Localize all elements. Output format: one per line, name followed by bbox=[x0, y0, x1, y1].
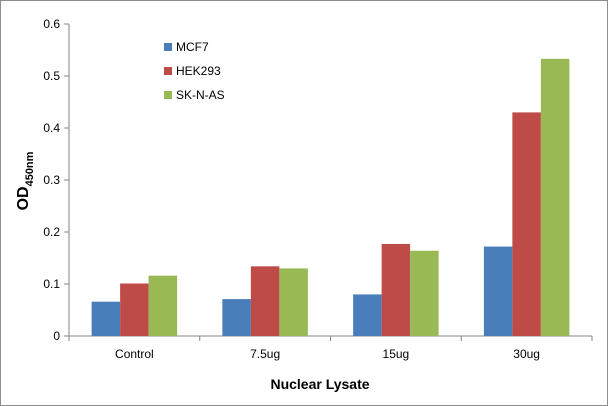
y-tick-label: 0.6 bbox=[43, 17, 60, 31]
y-tick-label: 0.3 bbox=[43, 173, 60, 187]
bar-hek293-control bbox=[120, 283, 149, 336]
x-tick-label: 30ug bbox=[513, 347, 540, 361]
y-axis-title: OD450nm bbox=[15, 151, 36, 210]
y-tick-label: 0.2 bbox=[43, 225, 60, 239]
bar-hek293-7-5ug bbox=[250, 266, 280, 336]
x-tick-label: 7.5ug bbox=[250, 347, 280, 361]
x-axis-title: Nuclear Lysate bbox=[270, 376, 369, 392]
legend-swatch bbox=[164, 91, 172, 99]
bar-sk-n-as-7-5ug bbox=[279, 268, 308, 336]
y-tick-label: 0.4 bbox=[43, 121, 60, 135]
bar-mcf7-30ug bbox=[483, 246, 513, 336]
y-tick-label: 0.1 bbox=[43, 277, 60, 291]
legend-label: SK-N-AS bbox=[176, 88, 225, 102]
legend: MCF7 HEK293 SK-N-AS bbox=[164, 40, 225, 102]
legend-swatch bbox=[164, 67, 172, 75]
bar-sk-n-as-15ug bbox=[410, 250, 439, 336]
legend-label: MCF7 bbox=[176, 40, 209, 54]
bars bbox=[91, 58, 570, 337]
legend-swatch bbox=[164, 43, 172, 51]
legend-label: HEK293 bbox=[176, 64, 221, 78]
bar-sk-n-as-control bbox=[148, 275, 178, 336]
bar-mcf7-7-5ug bbox=[222, 299, 251, 336]
y-axis-title-subscript: 450nm bbox=[24, 151, 36, 186]
x-axis: Control 7.5ug 15ug 30ug bbox=[68, 335, 593, 361]
bar-mcf7-15ug bbox=[353, 294, 382, 336]
bar-sk-n-as-30ug bbox=[540, 58, 570, 337]
y-axis: 0 0.1 0.2 0.3 0.4 0.5 0.6 bbox=[43, 17, 70, 343]
y-axis-title-main: OD bbox=[15, 186, 32, 210]
bar-hek293-30ug bbox=[512, 112, 541, 337]
bar-hek293-15ug bbox=[381, 243, 411, 336]
y-tick-label: 0.5 bbox=[43, 69, 60, 83]
x-tick-label: Control bbox=[115, 347, 154, 361]
bar-mcf7-control bbox=[91, 301, 121, 336]
y-tick-label: 0 bbox=[53, 329, 60, 343]
x-tick-label: 15ug bbox=[383, 347, 410, 361]
